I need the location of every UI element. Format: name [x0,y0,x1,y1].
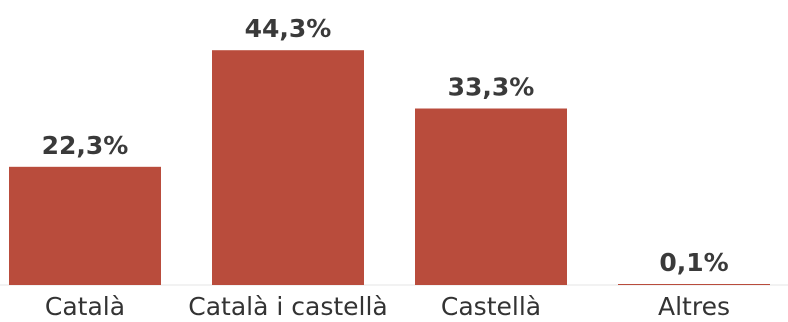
bar-0 [9,166,161,285]
category-label-2: Castellà [441,292,541,321]
value-label-2: 33,3% [448,73,535,102]
bar-1 [212,50,364,286]
category-label-0: Català [45,292,125,321]
category-label-1: Català i castellà [188,292,388,321]
category-label-group: Català Català i castellà Castellà Altres [45,292,730,321]
value-label-3: 0,1% [659,248,728,277]
value-label-1: 44,3% [245,14,332,43]
bar-2 [415,108,567,285]
category-label-3: Altres [658,292,730,321]
bar-group [9,50,770,286]
value-label-group: 22,3% 44,3% 33,3% 0,1% [42,14,729,277]
bar-3 [618,284,770,285]
value-label-0: 22,3% [42,131,129,160]
